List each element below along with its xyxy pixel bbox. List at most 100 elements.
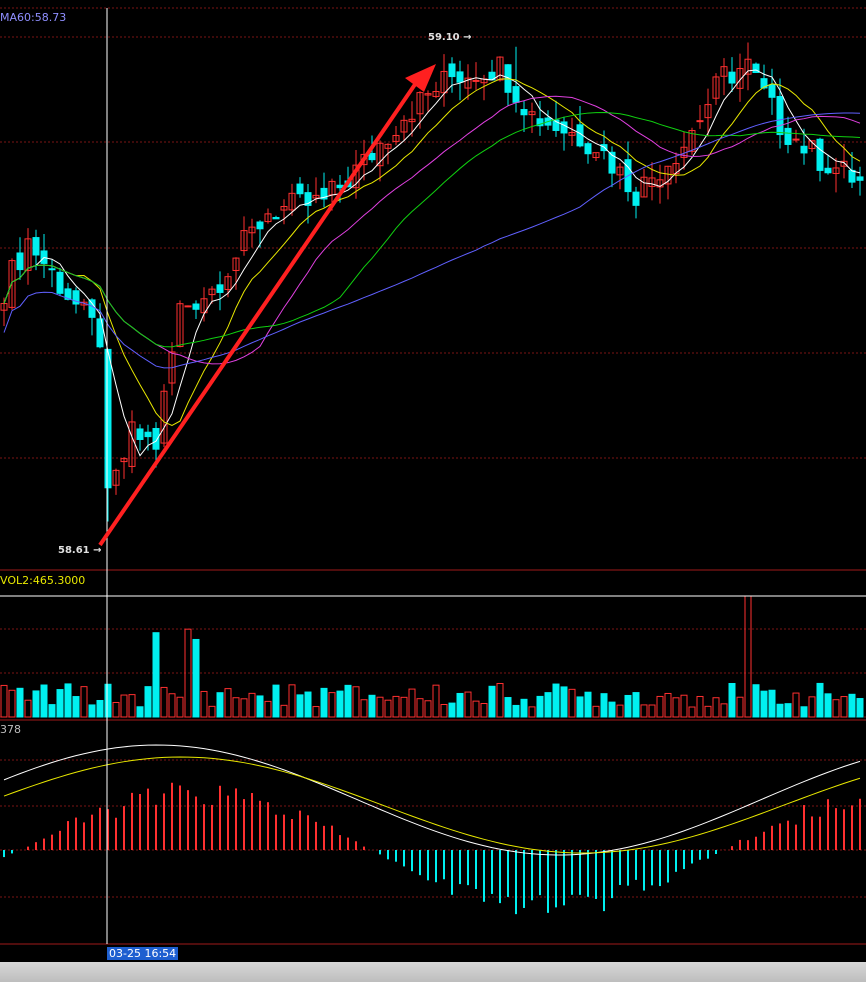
volume-bar — [0, 684, 8, 718]
candle-body — [32, 237, 40, 256]
volume-bar — [600, 693, 608, 718]
candle-body — [632, 191, 640, 206]
candle-body — [848, 169, 856, 183]
ma60-line — [3, 112, 861, 369]
candle-body — [760, 78, 768, 89]
dea-line — [3, 756, 861, 854]
candle-body — [536, 118, 544, 127]
volume-bar — [616, 704, 624, 718]
volume-bar — [32, 690, 40, 718]
price-panel — [0, 42, 864, 522]
candle-body — [136, 428, 144, 440]
volume-bar — [208, 705, 216, 718]
candle-body — [592, 152, 600, 159]
candle-body — [360, 153, 368, 166]
volume-bar — [536, 695, 544, 718]
volume-bar — [728, 682, 736, 718]
candle-body — [112, 469, 120, 486]
volume-bar — [784, 703, 792, 718]
volume-bar — [440, 703, 448, 718]
candle-body — [72, 290, 80, 305]
candle-body — [824, 167, 832, 174]
overlay — [0, 8, 866, 944]
candle-body — [120, 458, 128, 463]
volume-bar — [632, 692, 640, 718]
candle-body — [752, 63, 760, 74]
volume-bar — [184, 628, 192, 718]
candle-body — [224, 276, 232, 290]
volume-bar — [800, 706, 808, 718]
candle-body — [232, 257, 240, 271]
candle-body — [288, 192, 296, 211]
candle-body — [560, 121, 568, 134]
volume-bar — [392, 695, 400, 718]
candle-body — [272, 217, 280, 220]
ma5-line — [3, 69, 861, 457]
volume-bar — [296, 694, 304, 718]
volume-bar — [88, 704, 96, 718]
candle-body — [152, 428, 160, 450]
volume-bar — [112, 701, 120, 718]
candle-body — [704, 104, 712, 119]
volume-bar — [432, 684, 440, 718]
candle-body — [384, 143, 392, 149]
volume-bar — [560, 686, 568, 718]
candle-body — [88, 299, 96, 318]
volume-bar — [8, 689, 16, 718]
volume-bar — [48, 704, 56, 718]
candle-body — [392, 134, 400, 142]
ma10-line — [3, 78, 861, 426]
volume-bar — [704, 705, 712, 718]
trend-arrow-head — [405, 64, 436, 92]
horizontal-scrollbar[interactable] — [0, 962, 866, 982]
volume-bar — [520, 698, 528, 718]
candle-body — [144, 431, 152, 438]
candle-body — [240, 230, 248, 252]
candle-body — [192, 303, 200, 310]
volume-bar — [648, 704, 656, 718]
volume-bar — [104, 683, 112, 718]
volume-bar — [128, 694, 136, 718]
trend-arrow-shaft — [98, 78, 420, 547]
candle-body — [176, 303, 184, 348]
candle-body — [616, 166, 624, 176]
volume-bar — [464, 691, 472, 718]
volume-bar — [144, 686, 152, 718]
volume-bar — [352, 686, 360, 718]
volume-bar — [80, 686, 88, 718]
volume-bar — [744, 595, 752, 718]
candle-body — [48, 268, 56, 271]
candle-body — [320, 187, 328, 200]
volume-bar — [712, 697, 720, 718]
candle-body — [552, 119, 560, 131]
candle-body — [464, 77, 472, 89]
candle-body — [784, 127, 792, 145]
candle-body — [472, 79, 480, 82]
ma30-line — [3, 112, 861, 348]
volume-bar — [496, 682, 504, 718]
candle-body — [56, 271, 64, 294]
volume-bar — [96, 699, 104, 718]
candle-body — [208, 288, 216, 296]
volume-bar — [664, 692, 672, 718]
volume-bar — [456, 692, 464, 718]
volume-bar — [576, 696, 584, 718]
volume-bar — [320, 687, 328, 718]
candle-body — [640, 176, 648, 198]
candle-body — [832, 167, 840, 174]
volume-bar — [856, 698, 864, 718]
candle-body — [432, 91, 440, 97]
candle-body — [696, 120, 704, 123]
volume-bar — [672, 697, 680, 718]
candle-body — [160, 390, 168, 444]
candle-body — [688, 130, 696, 152]
volume-bar — [840, 696, 848, 718]
volume-bar — [504, 697, 512, 718]
volume-bar — [368, 694, 376, 718]
volume-bar — [240, 698, 248, 718]
volume-bar — [272, 684, 280, 718]
candle-body — [768, 84, 776, 98]
volume-bar — [832, 699, 840, 718]
volume-bar — [336, 690, 344, 718]
